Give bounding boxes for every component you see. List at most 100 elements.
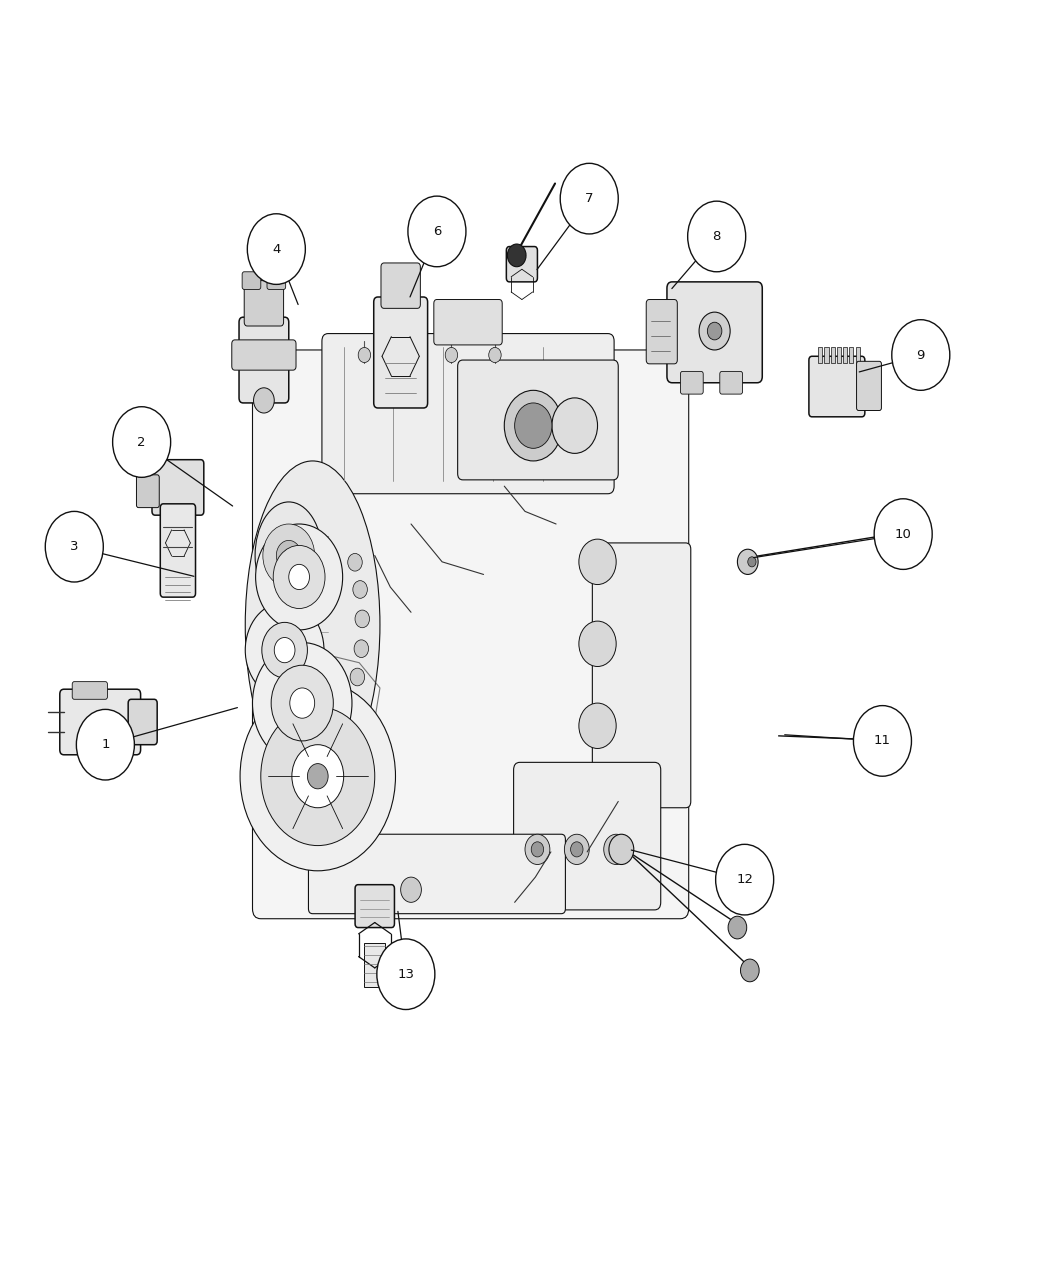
Circle shape <box>348 553 362 571</box>
FancyBboxPatch shape <box>381 263 420 309</box>
Circle shape <box>708 323 721 340</box>
FancyBboxPatch shape <box>252 349 689 919</box>
Text: 12: 12 <box>736 873 753 886</box>
FancyBboxPatch shape <box>667 282 762 382</box>
Bar <box>837 348 841 362</box>
Text: 10: 10 <box>895 528 911 541</box>
Text: 4: 4 <box>272 242 280 255</box>
Circle shape <box>570 842 583 857</box>
Text: 3: 3 <box>70 541 79 553</box>
Bar <box>856 348 860 362</box>
Circle shape <box>561 163 618 233</box>
FancyBboxPatch shape <box>243 272 260 289</box>
Circle shape <box>579 621 616 667</box>
Text: 13: 13 <box>397 968 415 980</box>
Bar <box>364 942 385 987</box>
Circle shape <box>699 312 730 349</box>
Circle shape <box>289 565 310 589</box>
FancyBboxPatch shape <box>161 504 195 597</box>
FancyBboxPatch shape <box>309 834 565 914</box>
Circle shape <box>261 622 308 678</box>
Circle shape <box>353 580 367 598</box>
Circle shape <box>246 602 324 697</box>
Circle shape <box>407 196 466 266</box>
FancyBboxPatch shape <box>355 885 395 927</box>
Circle shape <box>402 348 414 362</box>
Circle shape <box>274 638 295 663</box>
Circle shape <box>870 734 878 745</box>
Circle shape <box>273 546 326 608</box>
FancyBboxPatch shape <box>128 699 158 745</box>
Circle shape <box>377 938 435 1010</box>
Circle shape <box>564 834 589 864</box>
Circle shape <box>350 668 364 686</box>
Circle shape <box>854 705 911 776</box>
Circle shape <box>716 844 774 915</box>
FancyBboxPatch shape <box>245 280 284 326</box>
FancyBboxPatch shape <box>152 460 204 515</box>
Circle shape <box>604 834 629 864</box>
Circle shape <box>262 524 315 586</box>
Circle shape <box>552 398 597 454</box>
Circle shape <box>525 834 550 864</box>
Circle shape <box>45 511 103 581</box>
FancyBboxPatch shape <box>513 762 660 910</box>
Circle shape <box>112 407 171 477</box>
FancyBboxPatch shape <box>374 297 427 408</box>
Circle shape <box>358 348 371 362</box>
Bar <box>849 348 854 362</box>
FancyBboxPatch shape <box>232 340 296 370</box>
Circle shape <box>688 201 745 272</box>
Text: 9: 9 <box>917 348 925 362</box>
FancyBboxPatch shape <box>458 360 618 479</box>
FancyBboxPatch shape <box>72 682 107 699</box>
Circle shape <box>445 348 458 362</box>
FancyBboxPatch shape <box>136 474 160 507</box>
Circle shape <box>253 388 274 413</box>
Text: 7: 7 <box>585 193 593 205</box>
Circle shape <box>343 694 358 711</box>
Circle shape <box>748 557 756 567</box>
Circle shape <box>276 541 301 571</box>
Circle shape <box>737 550 758 575</box>
FancyBboxPatch shape <box>808 356 865 417</box>
FancyBboxPatch shape <box>857 361 881 411</box>
Circle shape <box>579 703 616 748</box>
FancyBboxPatch shape <box>434 300 502 346</box>
Circle shape <box>579 539 616 584</box>
FancyBboxPatch shape <box>60 690 141 755</box>
Ellipse shape <box>255 502 322 609</box>
Circle shape <box>260 706 375 845</box>
Circle shape <box>531 842 544 857</box>
Circle shape <box>507 244 526 266</box>
Bar <box>824 348 828 362</box>
Circle shape <box>77 709 134 780</box>
Circle shape <box>355 609 370 627</box>
Circle shape <box>514 403 552 449</box>
FancyBboxPatch shape <box>239 317 289 403</box>
Circle shape <box>504 390 563 462</box>
Bar <box>831 348 835 362</box>
Bar <box>843 348 847 362</box>
FancyBboxPatch shape <box>592 543 691 808</box>
Text: 11: 11 <box>874 734 891 747</box>
Circle shape <box>401 877 421 903</box>
FancyBboxPatch shape <box>322 334 614 493</box>
Circle shape <box>609 834 634 864</box>
Bar <box>818 348 822 362</box>
Circle shape <box>728 917 747 938</box>
Circle shape <box>308 764 329 789</box>
FancyBboxPatch shape <box>680 371 704 394</box>
Circle shape <box>240 682 396 871</box>
Circle shape <box>248 214 306 284</box>
Circle shape <box>488 348 501 362</box>
Circle shape <box>610 842 623 857</box>
Text: 1: 1 <box>101 738 109 751</box>
FancyBboxPatch shape <box>720 371 742 394</box>
Circle shape <box>740 959 759 982</box>
Circle shape <box>271 666 333 741</box>
Text: 6: 6 <box>433 224 441 238</box>
Text: 8: 8 <box>713 230 721 244</box>
Circle shape <box>252 643 352 764</box>
FancyBboxPatch shape <box>267 272 286 289</box>
